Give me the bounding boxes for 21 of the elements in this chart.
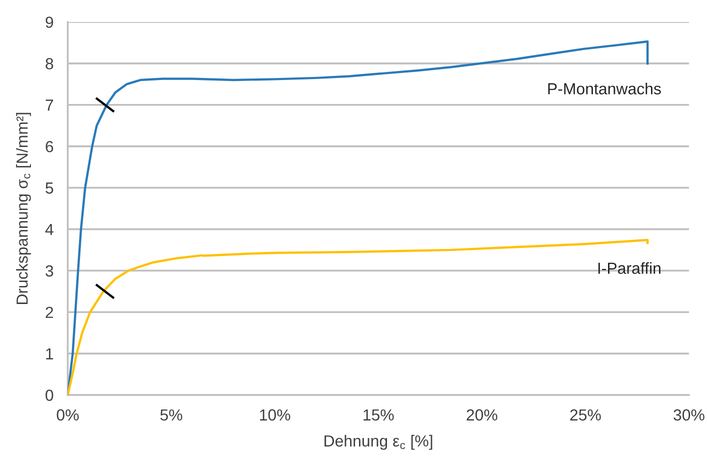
- x-tick-label: 5%: [160, 409, 182, 421]
- y-tick-label: 4: [45, 224, 54, 235]
- y-tick-label: 2: [46, 306, 54, 318]
- y-tick-label: 5: [46, 182, 54, 194]
- series-label: P-Montanwachs: [548, 82, 661, 94]
- x-tick-label: 15%: [364, 409, 394, 421]
- y-axis-title: Druckspannung σ$_{c}$ [N/mm²]: [16, 112, 31, 304]
- y-tick-label: 1: [46, 348, 54, 360]
- x-tick-label: 10%: [260, 409, 290, 421]
- y-tick-label: 0: [46, 390, 54, 401]
- x-tick-label: 30%: [674, 409, 704, 421]
- series-label: I-Paraffin: [598, 262, 660, 274]
- x-tick-label: 0%: [56, 409, 79, 421]
- y-tick-label: 6: [46, 140, 54, 152]
- y-tick-label: 7: [46, 100, 54, 111]
- y-tick-label: 3: [46, 265, 54, 277]
- x-tick-label: 25%: [570, 409, 601, 421]
- x-axis-title: Dehnung ε$_{c}$ [%]: [324, 434, 432, 450]
- y-tick-label: 9: [46, 16, 54, 28]
- x-tick-label: 20%: [466, 409, 498, 421]
- y-tick-label: 8: [46, 58, 54, 70]
